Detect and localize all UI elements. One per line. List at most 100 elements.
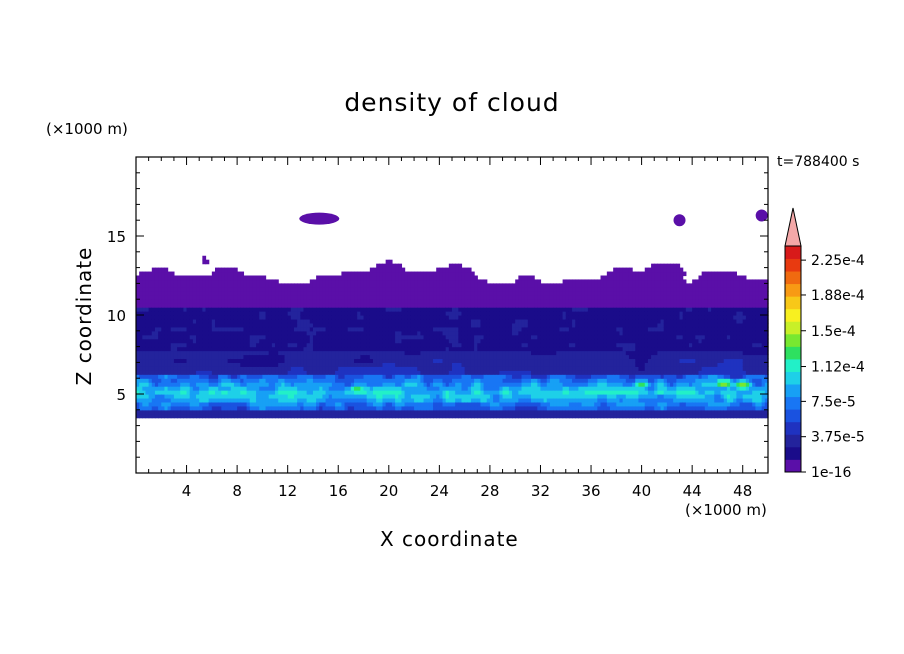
heatmap-cell — [199, 311, 203, 316]
heatmap-cell — [512, 374, 516, 379]
heatmap-cell — [562, 338, 567, 344]
heatmap-cell — [483, 338, 488, 344]
heatmap-cell — [240, 334, 245, 340]
heatmap-cell — [502, 299, 507, 304]
heatmap-cell — [300, 295, 305, 300]
heatmap-cell — [448, 350, 453, 356]
heatmap-cell — [553, 311, 557, 316]
heatmap-cell — [385, 374, 390, 379]
heatmap-cell — [439, 350, 444, 356]
heatmap-cell — [161, 318, 166, 324]
heatmap-cell — [268, 413, 273, 419]
heatmap-cell — [319, 342, 324, 348]
heatmap-cell — [227, 390, 232, 395]
heatmap-cell — [186, 350, 191, 356]
heatmap-cell — [331, 378, 336, 383]
heatmap-cell — [151, 330, 156, 336]
heatmap-cell — [136, 409, 140, 415]
heatmap-cell — [218, 394, 222, 399]
heatmap-cell — [366, 397, 371, 403]
heatmap-cell — [350, 338, 355, 344]
heatmap-cell — [233, 307, 238, 312]
heatmap-cell — [275, 366, 279, 371]
heatmap-cell — [173, 279, 178, 284]
heatmap-cell — [287, 287, 292, 292]
heatmap-cell — [233, 374, 238, 379]
heatmap-cell — [502, 334, 507, 340]
heatmap-cell — [461, 382, 466, 387]
heatmap-cell — [177, 322, 181, 328]
heatmap-cell — [271, 346, 276, 352]
heatmap-cell — [208, 275, 213, 281]
heatmap-cell — [154, 322, 159, 328]
heatmap-cell — [493, 315, 497, 320]
heatmap-cell — [205, 330, 210, 336]
heatmap-cell — [139, 287, 143, 292]
heatmap-cell — [508, 413, 513, 419]
heatmap-cell — [531, 334, 535, 340]
heatmap-cell — [467, 386, 472, 391]
heatmap-cell — [218, 346, 222, 352]
heatmap-cell — [433, 271, 437, 277]
heatmap-cell — [455, 405, 459, 411]
heatmap-cell — [256, 405, 260, 411]
heatmap-cell — [180, 401, 184, 407]
heatmap-cell — [300, 338, 305, 344]
heatmap-cell — [467, 299, 472, 304]
heatmap-cell — [486, 397, 491, 403]
heatmap-cell — [531, 318, 535, 324]
heatmap-cell — [164, 390, 169, 395]
heatmap-cell — [524, 342, 529, 348]
heatmap-cell — [366, 366, 371, 371]
heatmap-cell — [401, 307, 406, 312]
heatmap-cell — [546, 386, 551, 391]
heatmap-cell — [237, 338, 241, 344]
heatmap-cell — [401, 358, 406, 363]
heatmap-cell — [553, 299, 557, 304]
heatmap-cell — [303, 283, 308, 288]
heatmap-cell — [331, 394, 336, 399]
heatmap-cell — [360, 358, 365, 363]
heatmap-cell — [505, 322, 510, 328]
heatmap-cell — [215, 283, 219, 288]
heatmap-cell — [401, 386, 406, 391]
heatmap-cell — [565, 295, 570, 300]
heatmap-cell — [151, 409, 156, 415]
heatmap-cell — [183, 334, 188, 340]
heatmap-cell — [268, 307, 273, 312]
heatmap-cell — [556, 409, 561, 415]
heatmap-cell — [202, 311, 207, 316]
heatmap-cell — [259, 279, 263, 284]
heatmap-cell — [540, 386, 545, 391]
heatmap-cell — [335, 370, 339, 375]
heatmap-cell — [221, 326, 226, 332]
heatmap-cell — [180, 338, 184, 344]
heatmap-cell — [164, 330, 169, 336]
heatmap-cell — [215, 318, 219, 324]
heatmap-cell — [278, 295, 282, 300]
heatmap-cell — [363, 354, 368, 360]
heatmap-cell — [556, 338, 561, 344]
heatmap-cell — [360, 354, 365, 360]
heatmap-cell — [464, 362, 469, 367]
heatmap-cell — [167, 315, 172, 320]
heatmap-cell — [565, 366, 570, 371]
heatmap-cell — [227, 386, 232, 391]
heatmap-cell — [376, 275, 380, 281]
heatmap-cell — [161, 362, 166, 367]
heatmap-cell — [189, 413, 194, 419]
heatmap-cell — [164, 354, 169, 360]
heatmap-cell — [215, 291, 219, 296]
heatmap-cell — [325, 358, 330, 363]
heatmap-cell — [423, 378, 428, 383]
heatmap-cell — [297, 354, 301, 360]
heatmap-cell — [259, 378, 263, 383]
heatmap-cell — [167, 346, 172, 352]
heatmap-cell — [518, 342, 523, 348]
heatmap-cell — [461, 267, 466, 273]
heatmap-cell — [388, 342, 393, 348]
heatmap-cell — [316, 295, 320, 300]
heatmap-cell — [458, 386, 463, 391]
heatmap-cell — [537, 390, 542, 395]
heatmap-cell — [426, 382, 431, 387]
